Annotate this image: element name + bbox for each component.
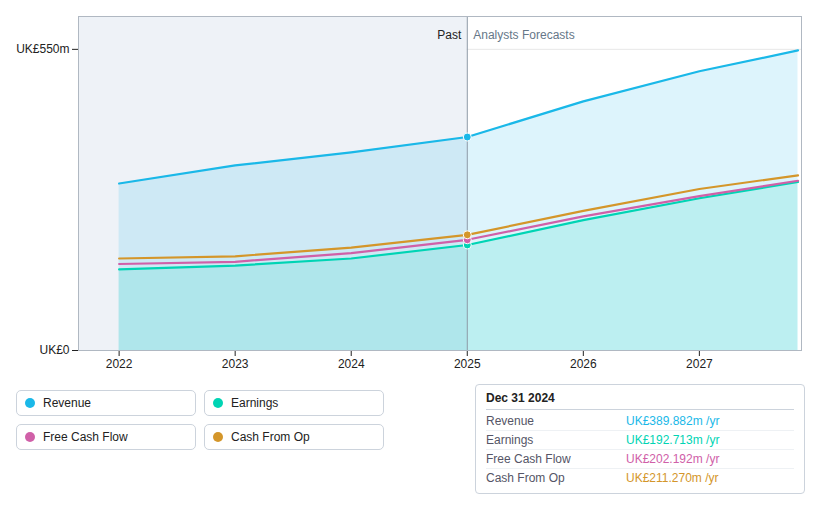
html-text:UK£192.713m /yr: UK£192.713m /yr bbox=[626, 433, 720, 447]
html-text:Earnings: Earnings bbox=[231, 396, 279, 410]
html-text:UK£202.192m /yr: UK£202.192m /yr bbox=[626, 452, 720, 466]
html-text:Dec 31 2024: Dec 31 2024 bbox=[486, 391, 555, 405]
svg-text:2027: 2027 bbox=[686, 357, 713, 371]
html-text:Cash From Op: Cash From Op bbox=[231, 430, 310, 444]
html-text:Earnings: Earnings bbox=[486, 433, 534, 447]
svg-text:2025: 2025 bbox=[454, 357, 481, 371]
html-text:UK£389.882m /yr: UK£389.882m /yr bbox=[626, 414, 720, 428]
html-text:Revenue: Revenue bbox=[43, 396, 91, 410]
svg-text:2022: 2022 bbox=[106, 357, 133, 371]
svg-text:UK£550m: UK£550m bbox=[16, 42, 69, 56]
svg-text:Analysts Forecasts: Analysts Forecasts bbox=[473, 28, 574, 42]
svg-text:Past: Past bbox=[437, 28, 462, 42]
svg-text:UK£0: UK£0 bbox=[39, 343, 69, 357]
html-text:Free Cash Flow: Free Cash Flow bbox=[43, 430, 128, 444]
html-text:Revenue: Revenue bbox=[486, 414, 534, 428]
svg-text:2024: 2024 bbox=[338, 357, 365, 371]
html-text:Free Cash Flow: Free Cash Flow bbox=[486, 452, 571, 466]
svg-text:2023: 2023 bbox=[222, 357, 249, 371]
html-text:UK£211.270m /yr: UK£211.270m /yr bbox=[626, 471, 719, 485]
html-text:Cash From Op: Cash From Op bbox=[486, 471, 565, 485]
svg-text:2026: 2026 bbox=[570, 357, 597, 371]
